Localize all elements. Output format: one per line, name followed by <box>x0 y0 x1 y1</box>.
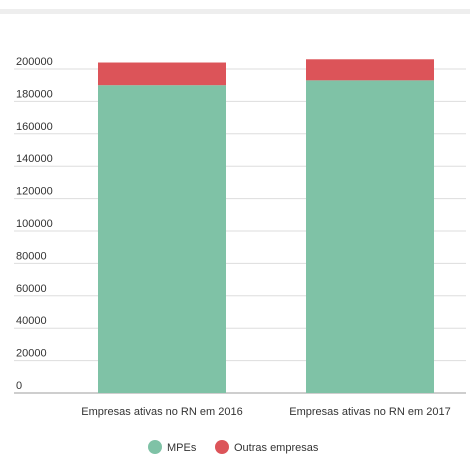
y-tick-label: 120000 <box>16 186 53 198</box>
y-tick-label: 80000 <box>16 250 47 262</box>
legend: MPEs Outras empresas <box>148 440 319 454</box>
x-axis-category-labels: Empresas ativas no RN em 2016 Empresas at… <box>81 406 450 418</box>
top-divider <box>0 9 470 14</box>
y-tick-label: 160000 <box>16 121 53 133</box>
y-tick-label: 200000 <box>16 56 53 68</box>
bar-segment-mpes-2 <box>306 80 434 393</box>
legend-label-mpes: MPEs <box>167 442 197 454</box>
x-category-label: Empresas ativas no RN em 2016 <box>81 406 242 418</box>
x-category-label: Empresas ativas no RN em 2017 <box>289 406 450 418</box>
bar-segment-outras-empresas-1 <box>98 62 226 86</box>
y-tick-label: 100000 <box>16 218 53 230</box>
y-tick-label: 40000 <box>16 315 47 327</box>
bar-segment-mpes-1 <box>98 85 226 393</box>
legend-swatch-mpes <box>148 440 162 454</box>
bars <box>98 59 434 393</box>
bar-segment-outras-empresas-2 <box>306 59 434 81</box>
y-tick-label: 20000 <box>16 348 47 360</box>
y-tick-label: 60000 <box>16 283 47 295</box>
y-tick-label: 140000 <box>16 153 53 165</box>
y-axis-tick-labels: 0 20000 40000 60000 80000 100000 120000 140000 1… <box>16 56 53 392</box>
y-tick-label: 0 <box>16 380 22 392</box>
y-tick-label: 180000 <box>16 88 53 100</box>
legend-swatch-outras-empresas <box>215 440 229 454</box>
legend-label-outras-empresas: Outras empresas <box>234 442 319 454</box>
